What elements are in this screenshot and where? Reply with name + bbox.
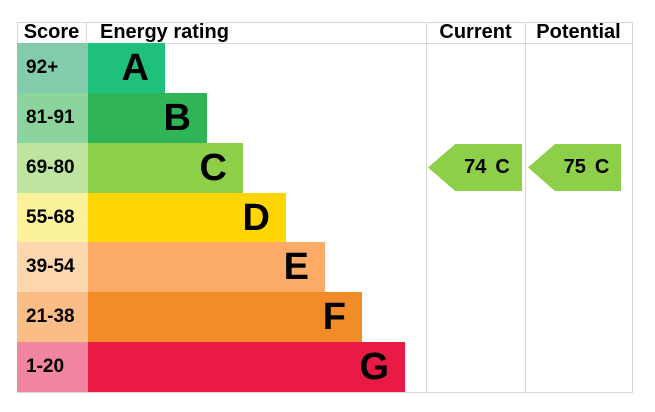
current-rating-letter: C (495, 156, 510, 178)
score-range-d: 55-68 (17, 192, 88, 243)
band-letter-f: F (322, 296, 346, 339)
band-bar-a: A (88, 43, 165, 93)
band-bar-f: F (88, 292, 362, 343)
band-row-f: 21-38 F (17, 292, 427, 343)
score-range-c: 69-80 (17, 142, 88, 193)
current-column-divider (426, 22, 427, 392)
band-bar-d: D (88, 192, 286, 243)
band-row-a: 92+ A (17, 43, 427, 93)
current-column-header: Current (439, 20, 512, 43)
current-rating-value: 74 (464, 156, 487, 178)
score-range-e: 39-54 (17, 242, 88, 293)
band-letter-b: B (163, 96, 191, 139)
potential-column-header: Potential (536, 20, 621, 43)
table-bottom-border (17, 392, 633, 393)
score-column-divider (86, 22, 87, 43)
table-right-border (632, 22, 633, 392)
band-row-g: 1-20 G (17, 342, 427, 393)
band-row-e: 39-54 E (17, 242, 427, 293)
score-range-g: 1-20 (17, 342, 88, 393)
score-column-header: Score (23, 20, 80, 43)
band-row-c: 69-80 C (17, 142, 427, 193)
energy-rating-header: Energy rating (100, 20, 229, 43)
score-range-a: 92+ (17, 43, 88, 93)
header-underline (17, 43, 633, 44)
band-bar-b: B (88, 92, 207, 143)
score-range-b: 81-91 (17, 92, 88, 143)
band-row-d: 55-68 D (17, 192, 427, 243)
band-letter-d: D (242, 196, 270, 239)
band-rows: 92+ A 81-91 B 69-80 C 55-68 D 39-54 E 21… (17, 43, 427, 393)
band-letter-g: G (359, 346, 389, 389)
band-bar-c: C (88, 142, 243, 193)
band-row-b: 81-91 B (17, 92, 427, 143)
band-bar-g: G (88, 342, 405, 393)
potential-rating-arrow: 75 C (528, 144, 621, 191)
table-top-border (17, 22, 633, 23)
score-range-f: 21-38 (17, 292, 88, 343)
table-left-border (17, 22, 18, 43)
band-bar-e: E (88, 242, 325, 293)
current-rating-arrow: 74 C (428, 144, 522, 191)
band-letter-c: C (199, 146, 227, 189)
potential-rating-letter: C (594, 156, 610, 178)
potential-column-divider (525, 22, 526, 392)
band-letter-e: E (283, 246, 309, 289)
band-letter-a: A (121, 46, 149, 89)
potential-rating-value: 75 (563, 156, 586, 178)
